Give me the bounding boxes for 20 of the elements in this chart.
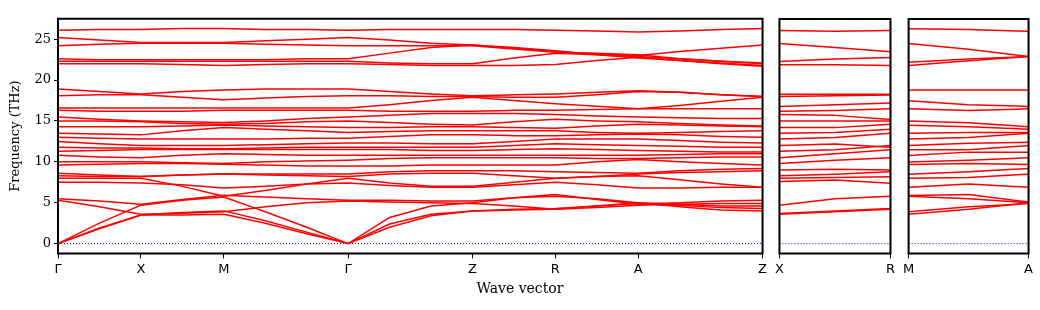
x-tick-label: M bbox=[218, 260, 230, 276]
x-tick-label: Γ bbox=[54, 260, 63, 276]
x-tick-label: X bbox=[775, 260, 784, 276]
y-tick-label: 25 bbox=[34, 30, 51, 46]
x-tick-label: R bbox=[885, 260, 896, 276]
y-tick-label: 0 bbox=[42, 234, 51, 250]
x-axis-title: Wave vector bbox=[475, 280, 565, 296]
y-axis-title: Frequency (THz) bbox=[7, 80, 23, 192]
x-tick-label: M bbox=[903, 260, 915, 276]
x-tick-label: R bbox=[550, 260, 560, 276]
x-tick-label: Z bbox=[467, 260, 477, 276]
y-tick-label: 5 bbox=[42, 194, 51, 210]
x-tick-label: X bbox=[136, 260, 146, 276]
x-tick-label: Z bbox=[758, 260, 768, 276]
y-tick-label: 10 bbox=[34, 153, 51, 169]
x-tick-label: A bbox=[633, 260, 643, 276]
y-tick-label: 20 bbox=[34, 71, 51, 87]
y-tick-label: 15 bbox=[34, 112, 51, 128]
x-tick-label: Γ bbox=[344, 260, 353, 276]
x-tick-label: A bbox=[1024, 260, 1034, 276]
